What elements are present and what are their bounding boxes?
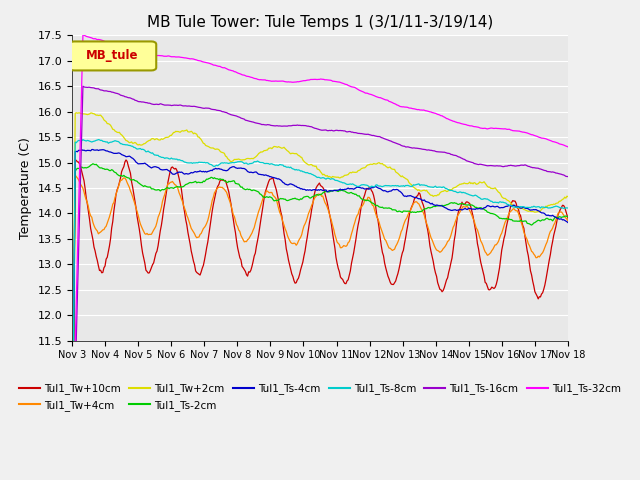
Tul1_Ts-8cm	[550, 204, 557, 210]
Tul1_Ts-8cm	[390, 183, 398, 189]
Y-axis label: Temperature (C): Temperature (C)	[19, 137, 32, 239]
Tul1_Ts-32cm	[292, 79, 300, 85]
Tul1_Ts-8cm	[458, 190, 466, 196]
Tul1_Ts-8cm	[365, 184, 373, 190]
Tul1_Ts-2cm	[365, 198, 373, 204]
Tul1_Ts-4cm	[292, 183, 300, 189]
Tul1_Tw+4cm	[458, 205, 466, 211]
Tul1_Ts-4cm	[458, 207, 466, 213]
Tul1_Ts-16cm	[390, 140, 398, 145]
Line: Tul1_Ts-16cm: Tul1_Ts-16cm	[72, 86, 601, 480]
Tul1_Ts-32cm	[550, 139, 557, 144]
Tul1_Tw+2cm	[597, 448, 605, 454]
Tul1_Ts-32cm	[68, 476, 76, 480]
Tul1_Ts-2cm	[597, 452, 605, 458]
Tul1_Ts-8cm	[234, 159, 241, 165]
Tul1_Tw+2cm	[72, 110, 80, 116]
Tul1_Ts-8cm	[292, 167, 300, 172]
Tul1_Ts-4cm	[597, 458, 605, 464]
Tul1_Tw+10cm	[292, 280, 300, 286]
Tul1_Tw+4cm	[597, 460, 605, 466]
FancyBboxPatch shape	[69, 41, 156, 71]
Tul1_Ts-32cm	[390, 101, 398, 107]
Legend: Tul1_Tw+10cm, Tul1_Tw+4cm, Tul1_Tw+2cm, Tul1_Ts-2cm, Tul1_Ts-4cm, Tul1_Ts-8cm, T: Tul1_Tw+10cm, Tul1_Tw+4cm, Tul1_Tw+2cm, …	[15, 379, 625, 415]
Tul1_Tw+2cm	[458, 181, 466, 187]
Tul1_Ts-4cm	[550, 213, 557, 219]
Tul1_Tw+10cm	[71, 157, 79, 163]
Line: Tul1_Tw+4cm: Tul1_Tw+4cm	[72, 175, 601, 480]
Tul1_Tw+4cm	[390, 246, 398, 252]
Tul1_Ts-32cm	[234, 70, 241, 76]
Line: Tul1_Ts-8cm: Tul1_Ts-8cm	[72, 140, 601, 480]
Tul1_Ts-2cm	[292, 196, 300, 202]
Tul1_Ts-4cm	[234, 166, 241, 171]
Line: Tul1_Tw+10cm: Tul1_Tw+10cm	[72, 160, 601, 480]
Line: Tul1_Ts-2cm: Tul1_Ts-2cm	[72, 164, 601, 480]
Tul1_Ts-16cm	[292, 122, 300, 128]
Title: MB Tule Tower: Tule Temps 1 (3/1/11-3/19/14): MB Tule Tower: Tule Temps 1 (3/1/11-3/19…	[147, 15, 493, 30]
Tul1_Ts-4cm	[365, 186, 373, 192]
Tul1_Ts-32cm	[79, 32, 87, 38]
Tul1_Ts-8cm	[95, 137, 102, 143]
Tul1_Ts-2cm	[234, 181, 241, 187]
Tul1_Tw+2cm	[234, 156, 241, 162]
Tul1_Ts-32cm	[365, 91, 373, 97]
Tul1_Tw+2cm	[365, 162, 373, 168]
Tul1_Tw+4cm	[550, 222, 557, 228]
Tul1_Tw+10cm	[550, 232, 557, 238]
Tul1_Tw+4cm	[71, 172, 79, 178]
Line: Tul1_Ts-4cm: Tul1_Ts-4cm	[72, 149, 601, 480]
Tul1_Ts-16cm	[234, 114, 241, 120]
Tul1_Tw+2cm	[292, 151, 300, 156]
Tul1_Ts-16cm	[79, 84, 87, 89]
Tul1_Ts-4cm	[89, 146, 97, 152]
Tul1_Tw+10cm	[458, 199, 466, 205]
Tul1_Ts-2cm	[89, 161, 97, 167]
Tul1_Ts-2cm	[390, 207, 398, 213]
Tul1_Tw+2cm	[550, 201, 557, 207]
Tul1_Tw+4cm	[365, 194, 373, 200]
Tul1_Ts-8cm	[597, 445, 605, 451]
Tul1_Ts-2cm	[458, 201, 466, 206]
Tul1_Tw+10cm	[234, 245, 241, 251]
Line: Tul1_Ts-32cm: Tul1_Ts-32cm	[72, 35, 601, 480]
Tul1_Tw+4cm	[234, 224, 241, 229]
Tul1_Ts-4cm	[390, 187, 398, 192]
Line: Tul1_Tw+2cm: Tul1_Tw+2cm	[72, 113, 601, 480]
Tul1_Tw+10cm	[365, 185, 373, 191]
Tul1_Tw+10cm	[597, 475, 605, 480]
Tul1_Ts-32cm	[458, 121, 466, 127]
Tul1_Ts-16cm	[550, 169, 557, 175]
Tul1_Tw+10cm	[390, 280, 398, 286]
Tul1_Tw+4cm	[292, 242, 300, 248]
Tul1_Ts-16cm	[365, 132, 373, 137]
Tul1_Ts-2cm	[550, 216, 557, 222]
Text: MB_tule: MB_tule	[86, 49, 139, 62]
Tul1_Tw+2cm	[390, 167, 398, 172]
Tul1_Ts-16cm	[458, 156, 466, 161]
